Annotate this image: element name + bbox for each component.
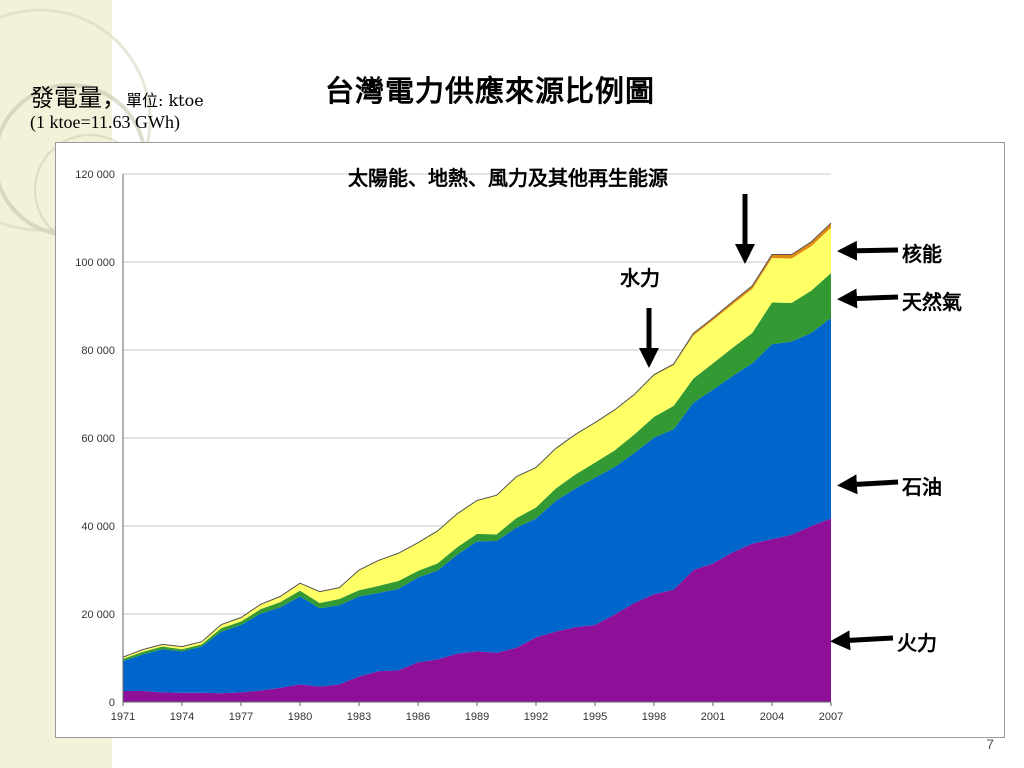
arrow-gas bbox=[837, 288, 899, 309]
y-tick-label: 60 000 bbox=[81, 433, 115, 445]
annotation-renewables: 太陽能、地熱、風力及其他再生能源 bbox=[348, 166, 668, 190]
unit-label: 發電量，單位: ktoe bbox=[30, 78, 204, 113]
x-tick-label: 1998 bbox=[642, 711, 666, 723]
x-tick-label: 2004 bbox=[760, 711, 784, 723]
x-tick-label: 2007 bbox=[819, 711, 843, 723]
arrow-thermal bbox=[830, 630, 894, 651]
annotation-hydro: 水力 bbox=[620, 266, 660, 290]
y-tick-label: 80 000 bbox=[81, 345, 115, 357]
y-tick-label: 20 000 bbox=[81, 609, 115, 621]
annotation-oil: 石油 bbox=[902, 475, 942, 499]
x-tick-label: 1995 bbox=[583, 711, 607, 723]
x-tick-label: 1983 bbox=[347, 711, 371, 723]
page-number: 7 bbox=[986, 736, 994, 752]
area-series-1 bbox=[123, 317, 831, 694]
arrow-oil bbox=[837, 474, 899, 495]
x-tick-label: 1986 bbox=[406, 711, 430, 723]
unit-label-main: 發電量， bbox=[30, 84, 126, 112]
y-tick-label: 0 bbox=[109, 697, 115, 709]
x-tick-label: 1977 bbox=[229, 711, 253, 723]
arrow-nuclear bbox=[837, 240, 899, 261]
annotation-nuclear: 核能 bbox=[902, 242, 942, 266]
x-tick-label: 1971 bbox=[111, 711, 135, 723]
x-tick-label: 1992 bbox=[524, 711, 548, 723]
x-tick-label: 1989 bbox=[465, 711, 489, 723]
unit-label-small: 單位: ktoe bbox=[126, 91, 204, 110]
page-title: 台灣電力供應來源比例圖 bbox=[325, 74, 656, 108]
x-tick-label: 2001 bbox=[701, 711, 725, 723]
y-tick-label: 120 000 bbox=[75, 169, 115, 181]
unit-equivalence: (1 ktoe=11.63 GWh) bbox=[30, 112, 180, 132]
stack-top-outline bbox=[122, 222, 832, 658]
area-series-0 bbox=[123, 518, 831, 702]
y-tick-label: 100 000 bbox=[75, 257, 115, 269]
y-tick-label: 40 000 bbox=[81, 521, 115, 533]
x-tick-label: 1980 bbox=[288, 711, 312, 723]
x-tick-label: 1974 bbox=[170, 711, 194, 723]
stacked-area-chart: 0 20 000 40 000 60 000 80 000 100 000 120 000 1… bbox=[75, 169, 843, 723]
annotation-gas: 天然氣 bbox=[902, 290, 962, 314]
annotation-thermal: 火力 bbox=[897, 631, 937, 655]
